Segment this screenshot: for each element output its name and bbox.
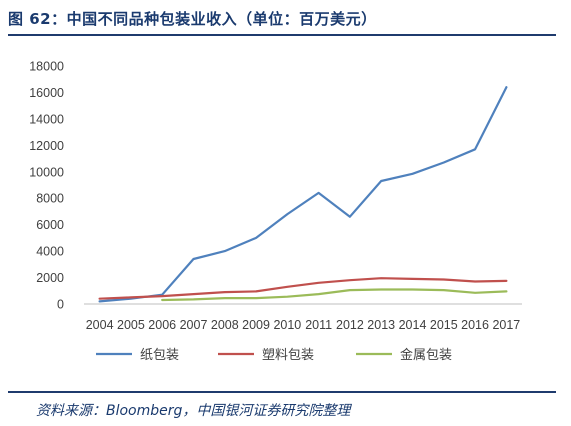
x-tick-label: 2016 xyxy=(461,318,489,332)
legend: 纸包装 塑料包装 金属包装 xyxy=(96,347,452,363)
y-tick-label: 0 xyxy=(57,298,64,312)
x-tick-label: 2004 xyxy=(86,318,114,332)
y-tick-label: 12000 xyxy=(29,139,64,153)
x-tick-label: 2015 xyxy=(430,318,458,332)
y-tick-label: 16000 xyxy=(29,86,64,100)
legend-item: 纸包装 xyxy=(96,348,179,363)
source-note: 资料来源：Bloomberg，中国银河证券研究院整理 xyxy=(36,403,351,419)
x-tick-label: 2007 xyxy=(180,318,208,332)
x-tick-label: 2006 xyxy=(148,318,176,332)
x-tick-label: 2011 xyxy=(305,318,332,332)
y-tick-label: 4000 xyxy=(36,245,64,259)
figure-title: 图 62：中国不同品种包装业收入（单位：百万美元） xyxy=(8,10,377,28)
series-line-0 xyxy=(98,86,508,303)
source-rule xyxy=(8,391,556,393)
x-axis: 2004 2005 2006 2007 2008 2009 2010 2011 2012 2013… xyxy=(84,303,522,332)
x-tick-label: 2005 xyxy=(117,318,145,332)
legend-item: 塑料包装 xyxy=(218,348,314,363)
x-tick-label: 2017 xyxy=(492,318,520,332)
y-tick-label: 14000 xyxy=(29,112,64,126)
y-tick-label: 8000 xyxy=(36,192,64,206)
series-layer xyxy=(98,86,508,303)
y-tick-label: 18000 xyxy=(29,60,64,74)
legend-label: 塑料包装 xyxy=(262,348,314,363)
series-line-2 xyxy=(161,288,508,302)
x-tick-label: 2014 xyxy=(399,318,427,332)
y-axis: 0 2000 4000 6000 8000 10000 12000 14000 16000 180… xyxy=(29,60,64,312)
y-tick-label: 6000 xyxy=(36,218,64,232)
x-tick-label: 2008 xyxy=(211,318,239,332)
series-line-1 xyxy=(98,277,508,300)
legend-item: 金属包装 xyxy=(356,347,452,363)
legend-label: 纸包装 xyxy=(140,348,179,363)
x-tick-label: 2012 xyxy=(336,318,364,332)
y-tick-label: 10000 xyxy=(29,165,64,179)
x-tick-label: 2010 xyxy=(273,318,301,332)
y-tick-label: 2000 xyxy=(36,271,64,285)
x-tick-label: 2013 xyxy=(367,318,395,332)
legend-label: 金属包装 xyxy=(400,347,452,363)
title-rule xyxy=(8,34,556,36)
x-tick-label: 2009 xyxy=(242,318,270,332)
